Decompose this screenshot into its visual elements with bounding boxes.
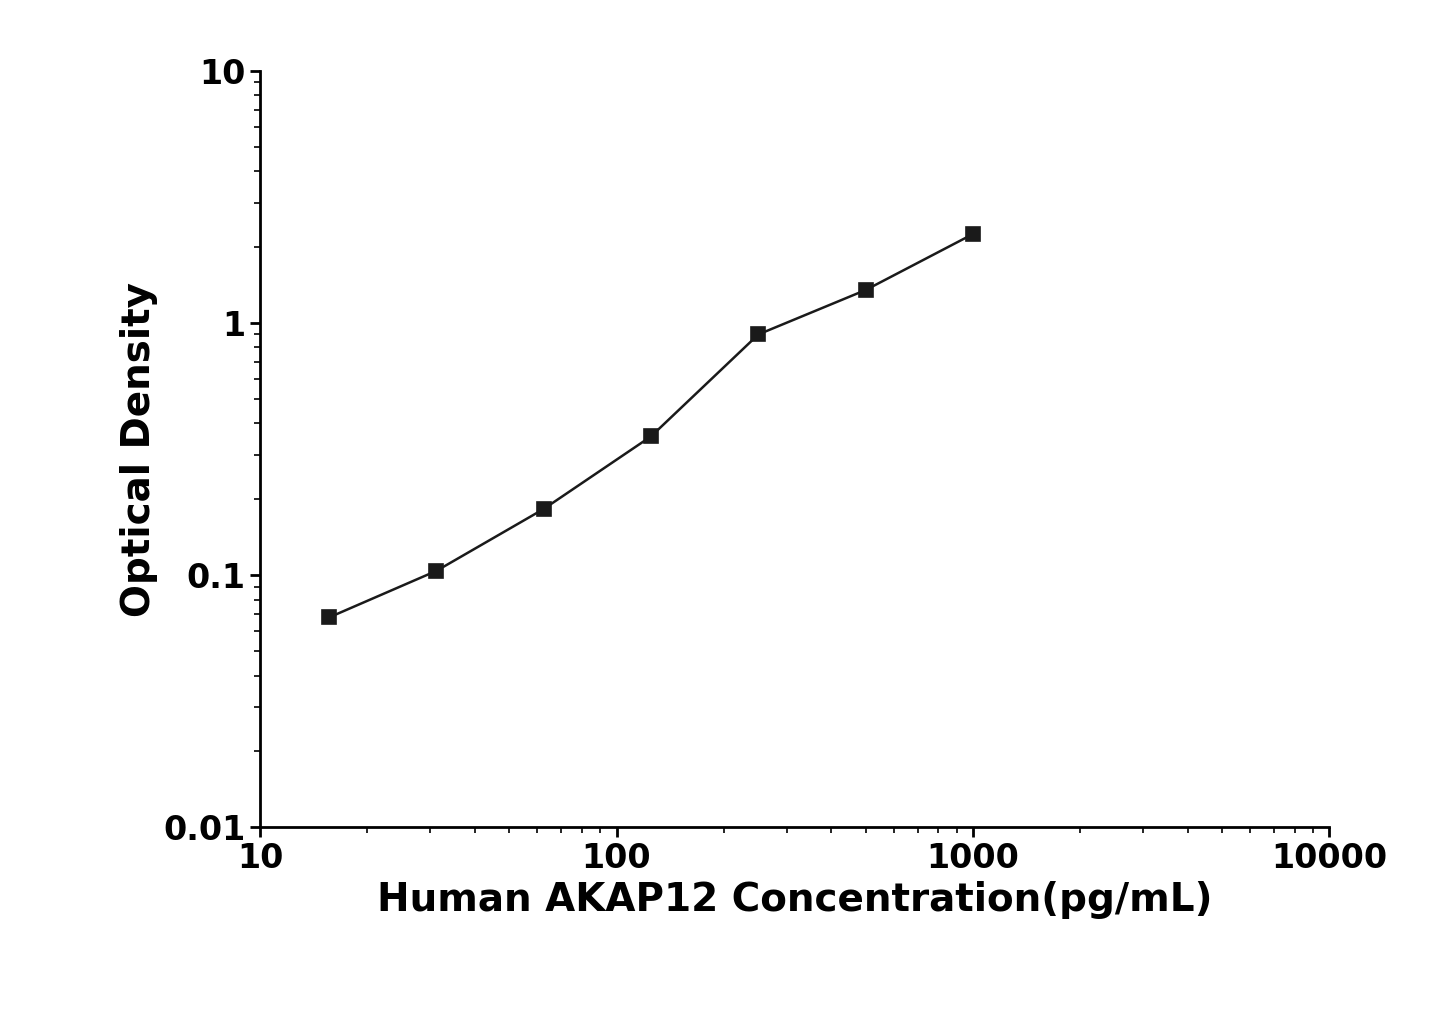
Y-axis label: Optical Density: Optical Density (120, 282, 158, 616)
X-axis label: Human AKAP12 Concentration(pg/mL): Human AKAP12 Concentration(pg/mL) (377, 881, 1212, 918)
